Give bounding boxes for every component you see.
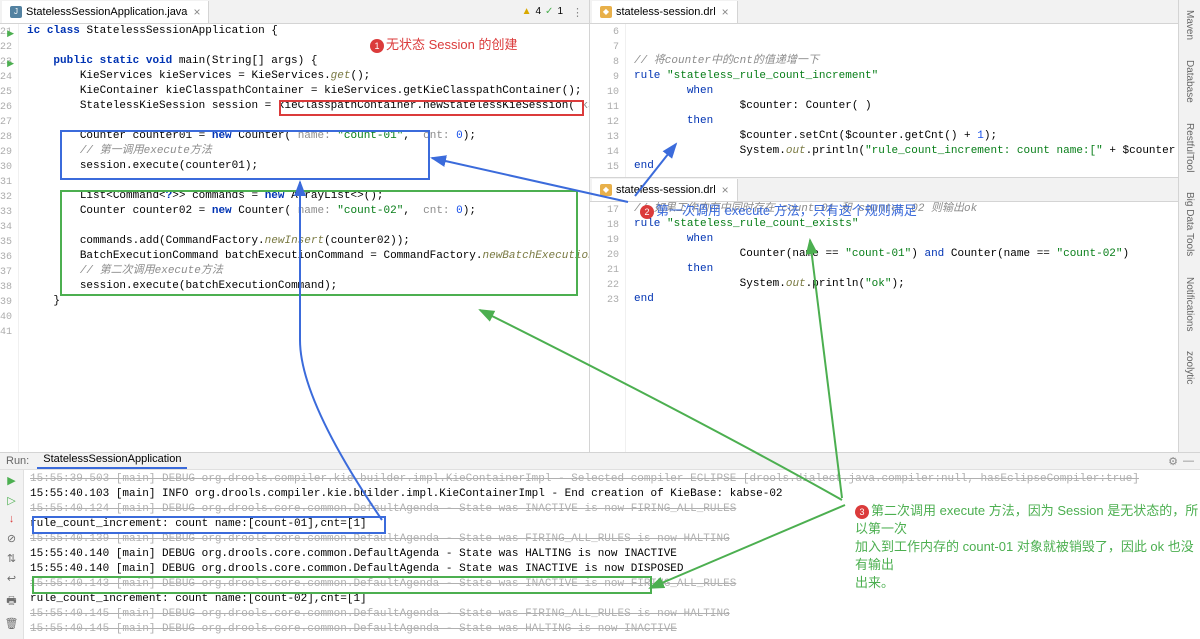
right-bottom-code[interactable]: // 如果工作内存中同时存在 count-01 和 counter-02 则输出…	[626, 202, 1200, 452]
java-file-icon: J	[10, 6, 22, 18]
right-top-gutter: 6789101112131415	[590, 24, 626, 177]
tab-menu-icon[interactable]: ⋮	[572, 6, 583, 20]
left-code[interactable]: ic class StatelessSessionApplication { p…	[19, 24, 589, 452]
minimize-icon[interactable]: —	[1183, 455, 1194, 467]
sidebar-tab[interactable]: Database	[1184, 56, 1195, 107]
tab-drl-top[interactable]: ◆ stateless-session.drl ×	[592, 1, 738, 23]
sidebar-tab[interactable]: Big Data Tools	[1184, 188, 1195, 260]
annotation-1: 1无状态 Session 的创建	[370, 34, 517, 53]
sidebar-tab[interactable]: Maven	[1184, 6, 1195, 44]
left-editor[interactable]: 21▶2223▶24252627282930313233343536373839…	[0, 24, 589, 452]
right-sidebar: Maven Database RestfulTool Big Data Tools No…	[1178, 0, 1200, 452]
badge-3: 3	[855, 505, 869, 519]
check-count: 1	[557, 6, 563, 17]
trash-icon[interactable]: 🗑	[5, 617, 19, 631]
run-icon[interactable]: ▷	[7, 494, 15, 508]
drl-file-icon: ◆	[600, 184, 612, 196]
close-icon[interactable]: ×	[193, 5, 200, 19]
badge-1: 1	[370, 39, 384, 53]
sidebar-tab[interactable]: Notifications	[1184, 273, 1195, 335]
badge-2: 2	[640, 205, 654, 219]
drl-file-icon: ◆	[600, 6, 612, 18]
run-config-tab[interactable]: StatelessSessionApplication	[37, 453, 187, 469]
run-toolbar: ▶ ▷ ↓ ⊘ ⇅ ↩ 🖶 🗑	[0, 470, 24, 639]
tab-label: StatelessSessionApplication.java	[26, 6, 187, 18]
left-editor-pane: J StatelessSessionApplication.java × ▲ 4…	[0, 0, 590, 452]
right-top-tab-bar: ◆ stateless-session.drl × ⋮	[590, 0, 1200, 24]
close-icon[interactable]: ×	[722, 183, 729, 197]
print-icon[interactable]: 🖶	[6, 592, 16, 611]
annotation-2: 2第一次调用 execute 方法，只有这个规则满足	[640, 200, 917, 219]
right-top-editor[interactable]: 6789101112131415 // 将counter中的cnt的值递增一下r…	[590, 24, 1200, 177]
warning-count: 4	[535, 6, 541, 17]
run-header: Run: StatelessSessionApplication ⚙ —	[0, 453, 1200, 470]
tab-label: stateless-session.drl	[616, 6, 716, 18]
run-label: Run:	[6, 455, 29, 467]
right-bottom-tab-bar: ◆ stateless-session.drl × ⋮	[590, 178, 1200, 202]
exit-icon[interactable]: ⊘	[7, 532, 16, 546]
tab-label: stateless-session.drl	[616, 184, 716, 196]
code-quality-indicator[interactable]: ▲ 4 ✓ 1	[522, 6, 563, 17]
sidebar-tab[interactable]: RestfulTool	[1184, 119, 1195, 176]
warning-icon: ▲	[522, 6, 532, 17]
left-tab-bar: J StatelessSessionApplication.java × ▲ 4…	[0, 0, 589, 24]
right-bottom-gutter: 17181920212223	[590, 202, 626, 452]
gear-icon[interactable]: ⚙	[1168, 455, 1178, 468]
right-top-code[interactable]: // 将counter中的cnt的值递增一下rule "stateless_ru…	[626, 24, 1200, 177]
rerun-icon[interactable]: ▶	[7, 474, 15, 488]
stop-icon[interactable]: ↓	[8, 514, 15, 526]
right-bottom-editor[interactable]: 17181920212223 // 如果工作内存中同时存在 count-01 和…	[590, 202, 1200, 452]
annotation-3: 3第二次调用 execute 方法，因为 Session 是无状态的，所以第一次…	[855, 502, 1200, 592]
tab-drl-bottom[interactable]: ◆ stateless-session.drl ×	[592, 179, 738, 201]
tab-java-file[interactable]: J StatelessSessionApplication.java ×	[2, 1, 209, 23]
wrap-icon[interactable]: ↩	[7, 572, 16, 586]
sidebar-tab[interactable]: zoolytic	[1184, 347, 1195, 388]
close-icon[interactable]: ×	[722, 5, 729, 19]
left-gutter: 21▶2223▶24252627282930313233343536373839…	[0, 24, 19, 452]
check-icon: ✓	[545, 6, 553, 17]
layout-icon[interactable]: ⇅	[7, 552, 16, 566]
right-editor-pane: ◆ stateless-session.drl × ⋮ 678910111213…	[590, 0, 1200, 452]
